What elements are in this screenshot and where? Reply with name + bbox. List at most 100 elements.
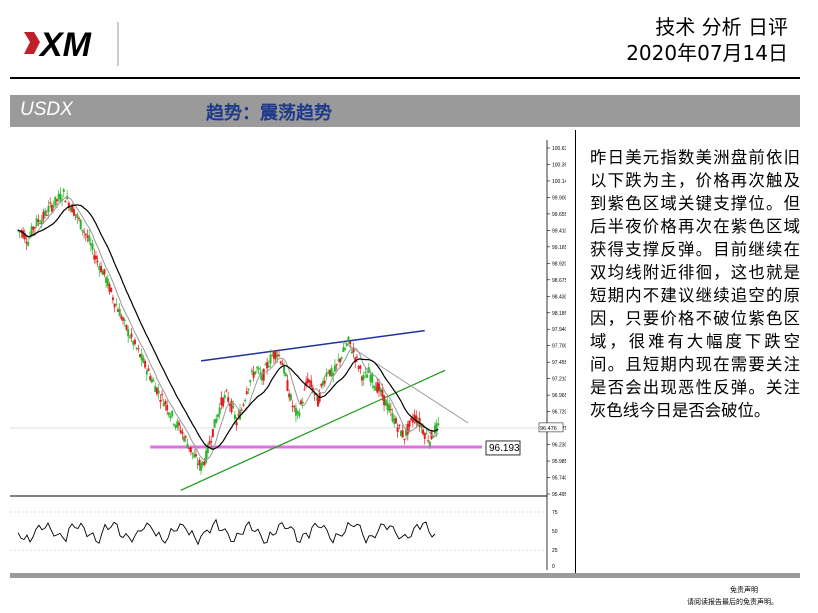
candle bbox=[150, 378, 153, 383]
candle bbox=[266, 362, 269, 369]
candle bbox=[306, 378, 309, 383]
candle bbox=[350, 351, 353, 354]
candle bbox=[171, 410, 174, 416]
candle bbox=[101, 270, 104, 275]
candle bbox=[250, 370, 253, 372]
candle bbox=[35, 218, 38, 227]
candle bbox=[345, 343, 348, 346]
candle bbox=[416, 422, 419, 426]
candle bbox=[361, 376, 364, 381]
candle bbox=[259, 372, 262, 375]
candle bbox=[186, 443, 189, 448]
candle bbox=[149, 376, 152, 380]
candle bbox=[223, 395, 226, 399]
candle bbox=[323, 380, 326, 384]
candle bbox=[437, 423, 440, 425]
candle bbox=[400, 430, 403, 437]
y-tick-label: 95.495 bbox=[552, 492, 566, 498]
candle bbox=[296, 410, 299, 415]
candle bbox=[411, 419, 414, 423]
candle bbox=[55, 199, 58, 202]
candle bbox=[155, 387, 158, 395]
candle bbox=[111, 297, 114, 301]
analysis-commentary: 昨日美元指数美洲盘前依旧以下跌为主，价格再次触及到紫色区域关键支撑位。但后半夜价… bbox=[590, 148, 800, 420]
candle bbox=[120, 315, 123, 319]
candle bbox=[137, 348, 140, 350]
candle bbox=[27, 241, 30, 246]
candle bbox=[381, 389, 384, 397]
candle bbox=[357, 366, 360, 369]
candle bbox=[128, 337, 131, 339]
candle bbox=[106, 278, 109, 287]
candle bbox=[316, 396, 319, 407]
candle bbox=[181, 431, 184, 434]
candle bbox=[37, 219, 40, 222]
candle bbox=[335, 364, 338, 366]
y-tick-label: 99.410 bbox=[552, 228, 566, 234]
candle bbox=[79, 219, 82, 230]
candle bbox=[144, 360, 147, 368]
y-tick-label: 98.920 bbox=[552, 261, 566, 267]
candle bbox=[72, 209, 75, 216]
candle bbox=[62, 189, 65, 192]
candle bbox=[252, 371, 255, 378]
candle bbox=[230, 400, 233, 413]
candle bbox=[342, 347, 345, 353]
candle bbox=[172, 423, 175, 425]
candle bbox=[389, 409, 392, 411]
candle bbox=[391, 413, 394, 422]
candle bbox=[174, 424, 177, 428]
candle bbox=[188, 447, 191, 450]
indicator-tick-label: 75 bbox=[552, 510, 558, 516]
candle bbox=[222, 397, 225, 407]
candle bbox=[300, 400, 303, 405]
candle bbox=[347, 336, 350, 341]
candle bbox=[354, 357, 357, 362]
candle bbox=[127, 329, 130, 337]
candle bbox=[237, 414, 240, 416]
candle bbox=[311, 387, 314, 393]
candle bbox=[420, 425, 423, 428]
candle bbox=[289, 394, 292, 401]
candle bbox=[394, 418, 397, 424]
candle bbox=[415, 415, 418, 424]
candle bbox=[210, 440, 213, 443]
candle bbox=[189, 447, 192, 453]
candle bbox=[198, 460, 201, 466]
candle bbox=[133, 339, 136, 345]
candle bbox=[132, 341, 135, 345]
candle bbox=[408, 420, 411, 427]
y-tick-label: 98.185 bbox=[552, 311, 566, 317]
candle bbox=[45, 214, 48, 216]
candle bbox=[284, 373, 287, 377]
candle bbox=[425, 432, 428, 435]
candle bbox=[23, 233, 26, 240]
candle bbox=[327, 372, 330, 374]
candle bbox=[339, 358, 342, 363]
candle bbox=[333, 365, 336, 372]
candle bbox=[44, 210, 47, 216]
candle bbox=[271, 355, 274, 357]
y-tick-label: 97.455 bbox=[552, 360, 566, 366]
usdx-chart: 100.630 100.390 100.145 99.900 99.655 99.410 9… bbox=[10, 130, 566, 570]
candle bbox=[294, 407, 297, 416]
candle bbox=[388, 404, 391, 412]
candle bbox=[54, 196, 57, 205]
candle bbox=[276, 354, 279, 357]
candle bbox=[272, 351, 275, 359]
candle bbox=[274, 351, 277, 360]
y-tick-label: 97.210 bbox=[552, 377, 566, 383]
candle bbox=[359, 365, 362, 369]
current-price-label: 96.476 bbox=[540, 426, 557, 432]
candle bbox=[418, 417, 421, 427]
candle bbox=[167, 412, 170, 416]
candle bbox=[194, 454, 197, 457]
candle bbox=[66, 195, 69, 200]
y-tick-label: 96.720 bbox=[552, 410, 566, 416]
candle bbox=[305, 381, 308, 386]
candle bbox=[108, 284, 111, 293]
y-tick-label: 95.740 bbox=[552, 476, 566, 482]
candle bbox=[178, 422, 181, 426]
candle bbox=[42, 211, 45, 220]
candle bbox=[147, 368, 150, 371]
